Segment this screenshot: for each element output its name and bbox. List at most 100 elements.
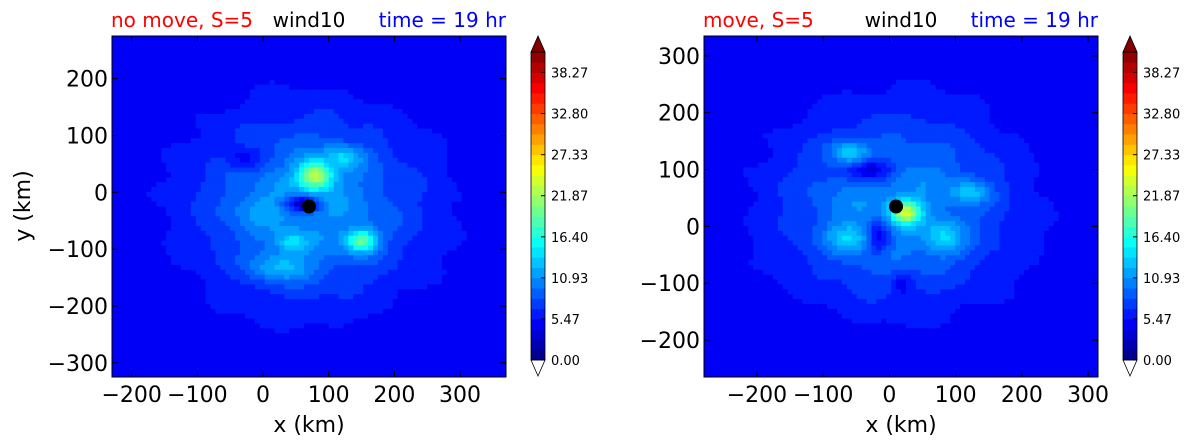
contour-cell [274,70,281,76]
contour-cell [185,211,192,217]
contour-cell [304,74,310,81]
contour-cell [333,260,340,266]
contour-cell [363,289,369,295]
contour-cell [215,70,221,76]
contour-cell [407,104,414,110]
contour-cell [338,289,345,295]
contour-cell [220,274,226,281]
contour-cell [397,148,404,154]
contour-cell [368,128,374,135]
contour-cell [244,84,251,91]
contour-cell [304,89,310,96]
contour-cell [240,94,246,100]
contour-cell [230,211,236,217]
contour-cell [437,123,443,130]
contour-cell [146,187,152,193]
contour-cell [185,40,192,47]
contour-cell [437,250,443,256]
contour-cell [437,172,443,178]
contour-cell [141,94,148,100]
contour-cell [112,162,118,169]
contour-cell [437,245,443,251]
contour-cell [476,113,482,120]
contour-cell [501,157,506,164]
contour-cell [377,216,384,222]
contour-cell [264,187,271,193]
contour-cell [309,323,315,329]
contour-cell [368,65,374,71]
contour-cell [343,313,349,320]
contour-cell [225,308,231,315]
contour-cell [195,299,202,305]
contour-cell [358,187,364,193]
contour-cell [358,313,364,320]
contour-cell [151,303,157,310]
contour-cell [176,84,182,91]
contour-cell [338,299,345,305]
contour-cell [422,279,428,286]
contour-cell [451,333,458,339]
contour-cell [299,206,305,212]
contour-cell [353,274,359,281]
contour-cell [225,235,231,242]
contour-cell [363,162,369,169]
contour-cell [333,299,340,305]
contour-cell [456,143,463,149]
contour-cell [220,36,226,42]
contour-cell [185,128,192,135]
contour-cell [180,191,187,198]
contour-cell [215,36,221,42]
contour-cell [294,318,300,325]
contour-cell [437,104,443,110]
contour-cell [491,50,497,57]
contour-cell [446,79,453,86]
contour-cell [407,50,414,57]
contour-cell [496,40,502,47]
contour-cell [289,294,295,300]
contour-cell [151,84,157,91]
contour-cell [166,65,172,71]
contour-cell [151,128,157,135]
contour-cell [249,50,256,57]
contour-cell [397,55,404,61]
contour-cell [230,45,236,52]
contour-cell [141,338,148,344]
contour-cell [220,138,226,144]
contour-cell [136,318,143,325]
contour-cell [215,333,221,339]
contour-cell [215,230,221,237]
contour-cell [348,260,354,266]
contour-cell [264,99,271,105]
contour-cell [496,225,502,232]
contour-cell [501,60,506,66]
contour-cell [466,313,473,320]
contour-cell [171,89,177,96]
contour-cell [156,172,162,178]
contour-cell [205,104,212,110]
contour-cell [171,79,177,86]
contour-cell [264,177,271,183]
contour-cell [195,84,202,91]
contour-cell [446,182,453,188]
contour-cell [230,240,236,247]
contour-cell [112,260,118,266]
contour-cell [392,206,399,212]
contour-cell [146,260,152,266]
contour-cell [392,70,399,76]
contour-cell [343,70,349,76]
contour-cell [180,118,187,125]
contour-cell [387,245,394,251]
contour-cell [446,133,453,139]
contour-cell [501,167,506,173]
contour-cell [481,89,487,96]
contour-cell [471,216,478,222]
contour-cell [284,216,290,222]
contour-cell [131,152,138,159]
contour-cell [220,55,226,61]
contour-cell [363,255,369,261]
contour-cell [432,250,438,256]
contour-cell [146,133,152,139]
contour-cell [220,109,226,115]
contour-cell [205,118,212,125]
contour-cell [151,104,157,110]
